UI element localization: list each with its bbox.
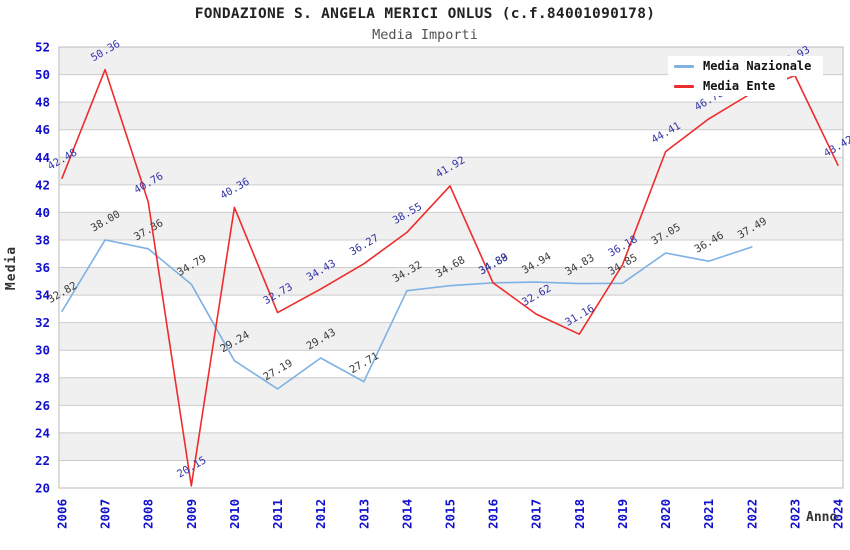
plot-band — [59, 377, 843, 406]
y-tick-label: 44 — [35, 150, 50, 165]
x-tick-label: 2010 — [227, 499, 242, 529]
x-tick-label: 2006 — [55, 499, 70, 529]
x-tick-label: 2023 — [787, 499, 802, 529]
legend-item-media-nazionale: Media Nazionale — [668, 56, 824, 76]
x-tick-label: 2017 — [529, 499, 544, 529]
x-tick-label: 2019 — [615, 499, 630, 529]
legend-swatch-media-nazionale — [674, 64, 694, 68]
x-tick-label: 2008 — [141, 499, 156, 529]
x-tick-label: 2013 — [356, 499, 371, 529]
legend-label-media-nazionale: Media Nazionale — [703, 59, 812, 73]
y-tick-label: 26 — [35, 398, 50, 413]
legend-item-media-ente: Media Ente — [668, 76, 788, 96]
y-tick-label: 40 — [35, 205, 50, 220]
y-tick-label: 38 — [35, 232, 50, 247]
plot-band — [59, 212, 843, 240]
plot-band — [59, 102, 843, 130]
y-tick-label: 20 — [35, 481, 50, 496]
x-tick-label: 2007 — [98, 499, 113, 529]
plot-band — [59, 157, 843, 185]
y-tick-label: 24 — [35, 425, 50, 440]
plot-band — [59, 267, 843, 296]
y-tick-label: 30 — [35, 343, 50, 358]
x-tick-label: 2016 — [486, 499, 501, 529]
x-tick-label: 2012 — [313, 499, 328, 529]
chart-title: FONDAZIONE S. ANGELA MERICI ONLUS (c.f.8… — [194, 6, 656, 22]
x-axis-title: Anno — [806, 510, 837, 525]
x-tick-label: 2024 — [831, 499, 846, 529]
legend-swatch-media-ente — [674, 84, 694, 88]
plot-border — [58, 46, 844, 489]
plot-band — [59, 322, 843, 351]
x-tick-label: 2020 — [658, 499, 673, 529]
x-tick-label: 2011 — [270, 499, 285, 529]
y-tick-label: 52 — [35, 40, 50, 55]
data-label-media-nazionale: 27.71 — [348, 350, 381, 376]
y-tick-label: 28 — [35, 370, 50, 385]
legend-label-media-ente: Media Ente — [703, 79, 776, 93]
x-tick-label: 2022 — [744, 499, 759, 529]
x-tick-label: 2015 — [443, 499, 458, 529]
chart-subtitle: Media Importi — [372, 27, 478, 43]
x-tick-label: 2009 — [184, 499, 199, 529]
y-tick-label: 50 — [35, 67, 50, 82]
data-label-media-ente: 43.42 — [822, 134, 850, 160]
y-tick-label: 42 — [35, 177, 50, 192]
y-tick-label: 32 — [35, 315, 50, 330]
x-tick-label: 2021 — [701, 499, 716, 529]
series-line-media-ente — [61, 68, 839, 487]
x-tick-label: 2014 — [399, 499, 414, 529]
y-tick-label: 34 — [35, 288, 50, 303]
legend: Media Nazionale Media Ente — [668, 56, 824, 96]
plot-band — [59, 432, 843, 461]
y-tick-label: 36 — [35, 260, 50, 275]
y-axis-title: Media — [4, 246, 19, 290]
series-line-media-nazionale — [61, 239, 753, 390]
y-tick-label: 22 — [35, 453, 50, 468]
x-tick-label: 2018 — [572, 499, 587, 529]
y-tick-label: 46 — [35, 122, 50, 137]
y-tick-label: 48 — [35, 95, 50, 110]
